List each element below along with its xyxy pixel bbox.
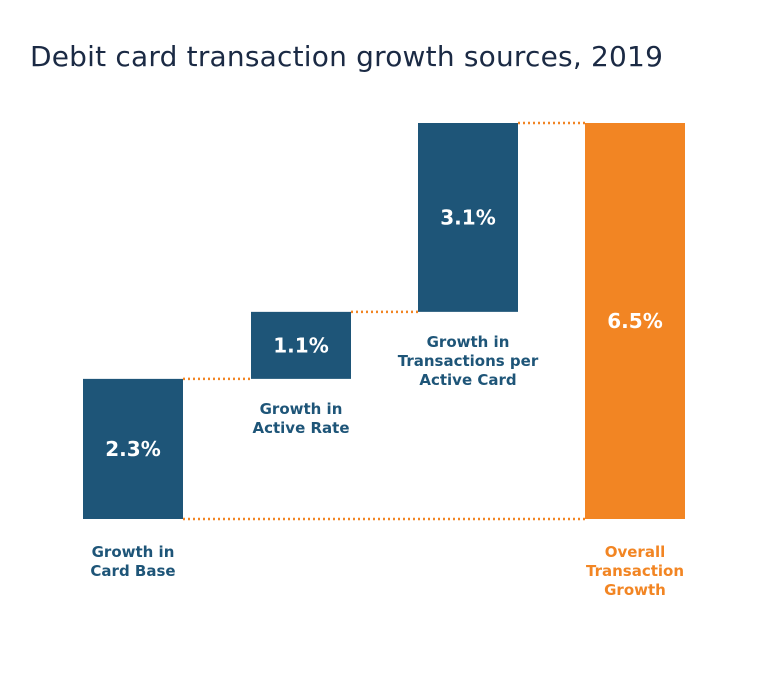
- category-label: Growth in Transactions per Active Card: [398, 333, 539, 389]
- bar-value-label: 1.1%: [273, 333, 328, 357]
- component-bar: [418, 123, 518, 312]
- connector-lines: [183, 121, 585, 521]
- category-label: Overall Transaction Growth: [586, 543, 684, 599]
- bars: [83, 123, 685, 519]
- bar-value-label: 2.3%: [105, 437, 160, 461]
- chart-title: Debit card transaction growth sources, 2…: [30, 40, 664, 73]
- bar-value-label: 6.5%: [607, 309, 662, 333]
- bar-value-label: 3.1%: [440, 205, 495, 229]
- component-bar: [83, 378, 183, 519]
- total-bar: [585, 123, 685, 519]
- category-label: Growth in Card Base: [90, 543, 175, 580]
- component-bar: [251, 311, 351, 379]
- category-label: Growth in Active Rate: [252, 400, 349, 437]
- category-labels: Growth in Card Base Growth in Active Rate Gr…: [90, 333, 684, 599]
- value-labels: 2.3% 1.1% 3.1% 6.5%: [105, 205, 662, 461]
